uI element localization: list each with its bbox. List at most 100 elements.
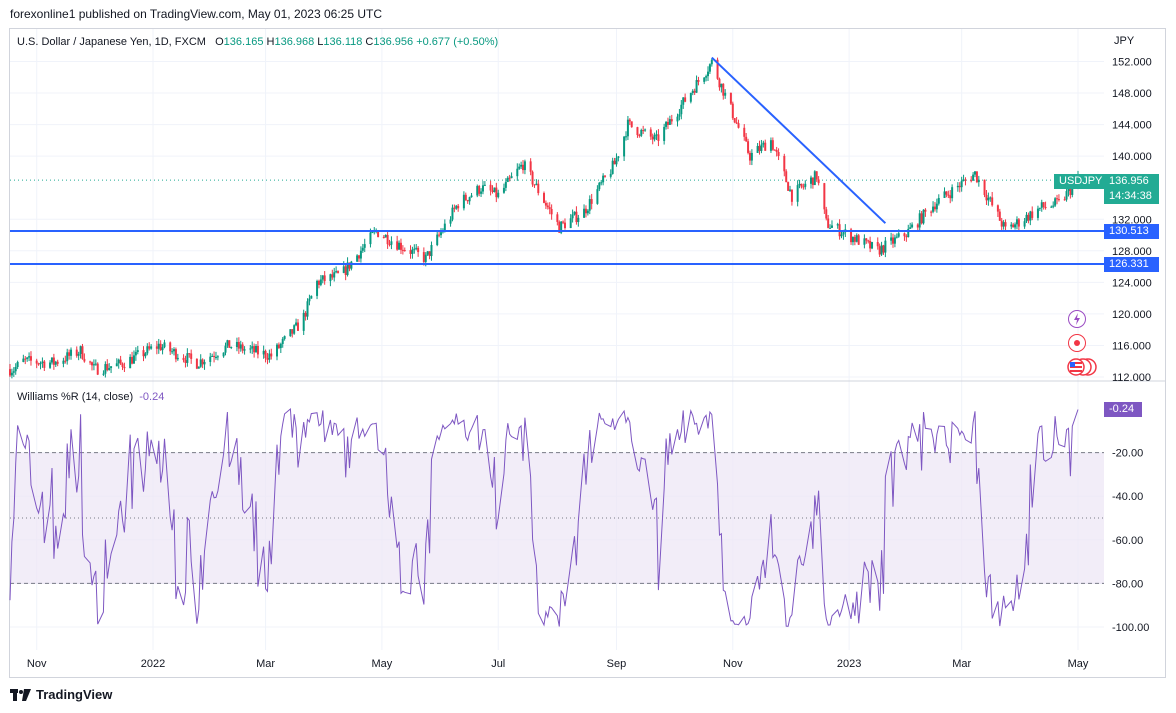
- candle-body: [150, 346, 153, 349]
- candle-body: [29, 356, 32, 361]
- candle-body: [720, 83, 723, 88]
- candle-body: [584, 208, 587, 214]
- candle-body: [411, 249, 414, 254]
- candle-body: [43, 361, 46, 368]
- indicator-legend[interactable]: Williams %R (14, close) -0.24: [17, 391, 164, 403]
- brand-name: TradingView: [36, 687, 113, 702]
- candle-body: [1052, 205, 1055, 207]
- candle-body: [529, 161, 532, 172]
- candle-body: [91, 362, 94, 366]
- candle-body: [382, 236, 385, 238]
- candle-body: [588, 199, 591, 211]
- candle-body: [62, 360, 65, 364]
- candle-body: [222, 352, 225, 357]
- candle-body: [28, 356, 31, 358]
- candle-body: [562, 221, 565, 223]
- candle-body: [604, 175, 607, 177]
- candle-body: [115, 363, 118, 367]
- lightning-icon[interactable]: [1068, 310, 1086, 328]
- candle-body: [369, 232, 372, 245]
- candle-body: [544, 202, 547, 206]
- candle-body: [453, 207, 456, 209]
- candle-body: [163, 342, 166, 348]
- williams-tick: -100.00: [1112, 622, 1149, 634]
- candle-body: [226, 340, 229, 346]
- candle-body: [729, 92, 732, 104]
- candle-body: [173, 349, 176, 352]
- candle-body: [142, 350, 145, 357]
- candle-body: [556, 214, 559, 222]
- candle-body: [377, 230, 380, 237]
- candle-body: [77, 353, 80, 356]
- candle-body: [348, 262, 351, 269]
- candle-body: [817, 179, 820, 184]
- candle-body: [337, 271, 340, 273]
- level1-tag: 130.513: [1104, 224, 1159, 239]
- candle-body: [79, 346, 82, 354]
- candle-body: [438, 234, 441, 236]
- candle-body: [1023, 221, 1026, 227]
- candle-body: [323, 275, 326, 282]
- footer-brand[interactable]: TradingView: [10, 687, 112, 702]
- candle-body: [789, 189, 792, 191]
- candle-body: [296, 322, 299, 331]
- candle-body: [384, 234, 387, 238]
- candle-body: [964, 179, 967, 181]
- candle-body: [1056, 198, 1059, 200]
- last-price-tag: 136.956: [1104, 174, 1159, 189]
- candle-body: [70, 349, 73, 356]
- candle-body: [689, 93, 692, 102]
- candle-body: [182, 357, 185, 361]
- candle-body: [783, 155, 786, 172]
- time-axis: Nov 2022 Mar May Jul Sep Nov 2023 Mar May: [27, 658, 1089, 670]
- candle-body: [920, 213, 923, 224]
- candle-body: [855, 235, 858, 242]
- candle-body: [1065, 191, 1068, 200]
- candle-body: [1004, 222, 1007, 227]
- candle-body: [1040, 202, 1043, 208]
- symbol-legend[interactable]: U.S. Dollar / Japanese Yen, 1D, FXCM O13…: [17, 36, 498, 48]
- williams-band: [10, 453, 1104, 584]
- candle-body: [1036, 208, 1039, 218]
- candle-body: [52, 357, 55, 365]
- candle-body: [893, 237, 896, 244]
- low-value: 136.118: [323, 36, 363, 48]
- time-tick: Nov: [723, 658, 743, 670]
- candle-body: [830, 225, 833, 228]
- candle-body: [1000, 220, 1003, 227]
- candle-body: [455, 205, 458, 209]
- candle-body: [731, 103, 734, 119]
- candle-body: [171, 351, 174, 353]
- candle-body: [1014, 224, 1017, 228]
- trend-line: [711, 56, 887, 224]
- candle-body: [94, 363, 97, 365]
- candle-body: [199, 359, 202, 367]
- candle-body: [737, 123, 740, 128]
- candle-body: [155, 346, 158, 349]
- candle-body: [26, 357, 29, 360]
- candle-body: [390, 241, 393, 245]
- price-tick: 140.000: [1112, 151, 1152, 163]
- high-value: 136.968: [274, 36, 315, 48]
- candle-body: [491, 190, 494, 192]
- candle-body: [533, 184, 536, 186]
- candle-body: [451, 207, 454, 220]
- candle-body: [857, 235, 860, 245]
- candle-body: [602, 175, 605, 183]
- candle-body: [1069, 188, 1072, 195]
- candle-body: [1063, 199, 1066, 201]
- candle-body: [480, 191, 483, 194]
- record-icon[interactable]: [1068, 334, 1086, 352]
- candle-body: [424, 254, 427, 262]
- candle-body: [1054, 198, 1057, 206]
- candle-body: [531, 171, 534, 185]
- candle-body: [663, 126, 666, 141]
- candle-body: [518, 166, 521, 169]
- flag-icon[interactable]: [1066, 357, 1098, 377]
- candle-body: [319, 279, 322, 285]
- candle-body: [869, 240, 872, 249]
- candle-body: [895, 236, 898, 238]
- candle-body: [83, 358, 86, 362]
- candle-body: [449, 219, 452, 224]
